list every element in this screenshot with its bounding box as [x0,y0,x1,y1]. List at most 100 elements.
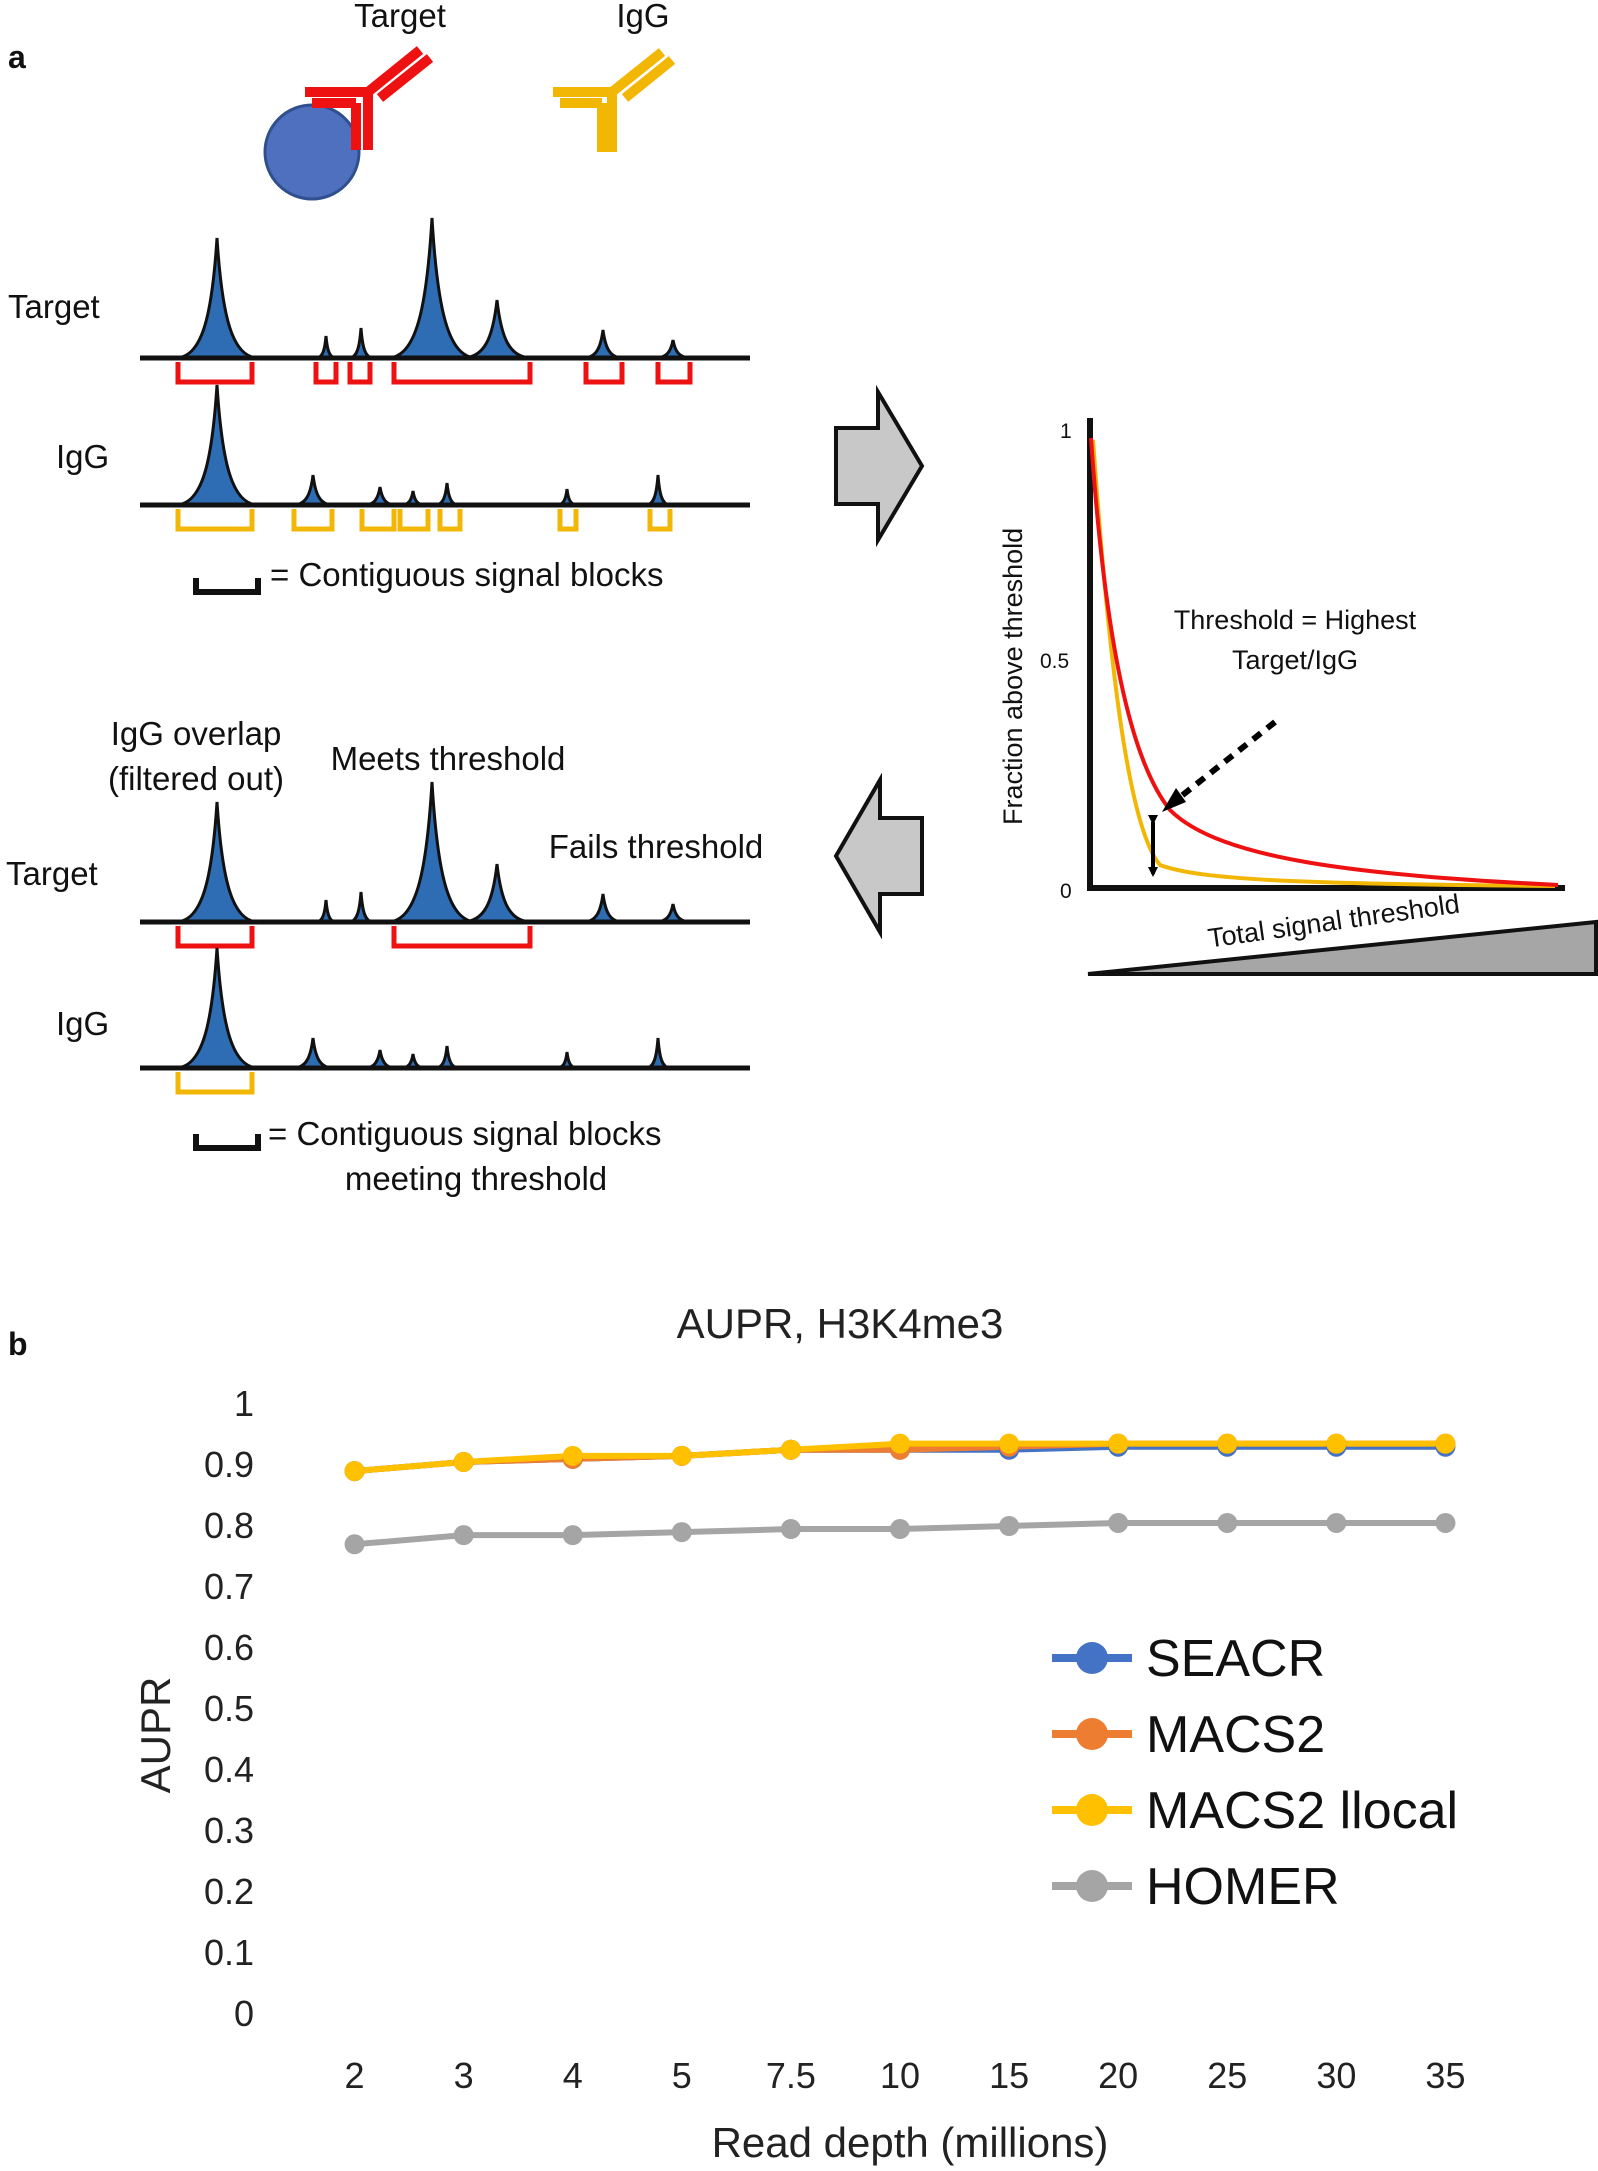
data-point [1108,1433,1129,1454]
y-axis-label: AUPR [132,1677,179,1794]
igg-antibody-icon [553,48,676,152]
signal-block-bracket [175,509,255,532]
legend-swatch-marker [1076,1718,1108,1750]
bottom-legend-line2: meeting threshold [345,1160,607,1197]
x-tick-labels: 2 3 4 5 7.5 10 15 20 25 30 35 [345,2055,1466,2096]
signal-block-bracket [359,509,397,532]
signal-peak [386,781,478,924]
signal-peak [654,903,692,924]
x-tick-label: 4 [563,2055,583,2096]
data-point [1435,1512,1456,1533]
signal-peak [434,1045,460,1070]
mini-annotation-line2: Target/IgG [1232,645,1358,675]
data-point [562,1445,583,1466]
threshold-mini-chart: 1 0.5 0 Fraction above threshold Thresho… [998,418,1598,976]
target-antibody-icon [305,46,434,150]
panel-b: b AUPR, H3K4me3 0 0.1 0.2 0.3 0.4 0.5 0.6 0.7 0.… [8,1300,1465,2166]
data-point [671,1522,692,1543]
dashed-pointer-line [1168,719,1277,808]
antibody-target-label: Target [354,0,446,34]
signal-block-bracket [175,1072,255,1095]
signal-block-bracket [291,509,335,532]
data-point [453,1451,474,1472]
signal-peak [292,474,334,507]
data-point [1217,1433,1238,1454]
y-tick-label: 0.1 [204,1932,254,1973]
y-tick-label: 0.2 [204,1871,254,1912]
signal-peak [645,1037,671,1070]
signal-peak [363,1049,397,1070]
signal-peak [461,299,533,360]
legend-swatch-marker [1076,1870,1108,1902]
panel-a: a Target IgG Target [6,0,1598,1197]
signal-peak [582,893,624,924]
signal-peak [315,335,337,360]
y-tick-label: 0.3 [204,1810,254,1851]
data-point [780,1439,801,1460]
series-lines [344,1433,1456,1555]
note-igg-line2: (filtered out) [108,760,284,797]
chart-legend: SEACR MACS2 MACS2 llocal HOMER [1052,1630,1458,1916]
data-point [562,1525,583,1546]
bottom-annotations: IgG overlap (filtered out) Meets thresho… [108,715,763,865]
signal-peak [645,474,671,507]
signal-block-bracket [437,509,463,532]
threshold-wedge-icon [1087,919,1598,976]
left-flow-arrow-icon [833,772,924,940]
data-point [344,1461,365,1482]
x-tick-label: 10 [880,2055,920,2096]
signal-block-bracket [655,362,693,385]
x-tick-label: 5 [672,2055,692,2096]
x-tick-label: 35 [1425,2055,1465,2096]
signal-block-bracket [391,926,533,949]
note-igg-line1: IgG overlap [111,715,282,752]
mini-ylabel: Fraction above threshold [998,528,1028,825]
data-point [999,1433,1020,1454]
bottom-legend: = Contiguous signal blocks meeting thres… [193,1115,662,1197]
mini-tick-05: 0.5 [1040,650,1069,673]
igg-curve [1091,439,1556,888]
signal-peak [386,217,478,360]
data-point [1217,1512,1238,1533]
signal-peak [292,1037,334,1070]
legend-item: SEACR [1052,1630,1325,1688]
x-axis-label: Read depth (millions) [712,2119,1109,2166]
top-igg-track: IgG [56,384,750,532]
signal-peak [654,339,692,360]
cell-icon [263,103,361,201]
bottom-target-label: Target [6,855,98,892]
y-tick-label: 0.7 [204,1566,254,1607]
right-flow-arrow-icon [834,384,925,548]
legend-item: MACS2 [1052,1706,1325,1764]
signal-peak [174,947,260,1070]
pointer-arrowhead-icon [1162,788,1186,812]
mini-tick-1: 1 [1060,420,1072,443]
signal-peak [174,384,260,507]
data-point [780,1519,801,1540]
note-meets: Meets threshold [331,740,566,777]
panel-b-letter: b [8,1326,28,1362]
legend-label: MACS2 llocal [1146,1782,1458,1840]
legend-item: MACS2 llocal [1052,1782,1458,1840]
target-curve [1089,437,1559,887]
note-fails: Fails threshold [549,828,764,865]
data-point [1326,1512,1347,1533]
x-tick-label: 20 [1098,2055,1138,2096]
signal-peak [174,237,260,360]
signal-block-bracket [583,362,625,385]
signal-peak [315,899,337,924]
data-point [1435,1433,1456,1454]
bottom-legend-line1: = Contiguous signal blocks [268,1115,662,1152]
x-tick-label: 7.5 [766,2055,816,2096]
bottom-igg-track: IgG [56,947,750,1095]
panel-a-letter: a [8,39,26,75]
series-markers-macs2-llocal [344,1433,1456,1482]
y-tick-label: 0 [234,1993,254,2034]
series-markers-homer [344,1512,1456,1555]
y-tick-label: 1 [234,1383,254,1424]
data-point [671,1445,692,1466]
data-point [890,1433,910,1454]
legend-label: SEACR [1146,1630,1325,1688]
bottom-igg-label: IgG [56,1005,109,1042]
